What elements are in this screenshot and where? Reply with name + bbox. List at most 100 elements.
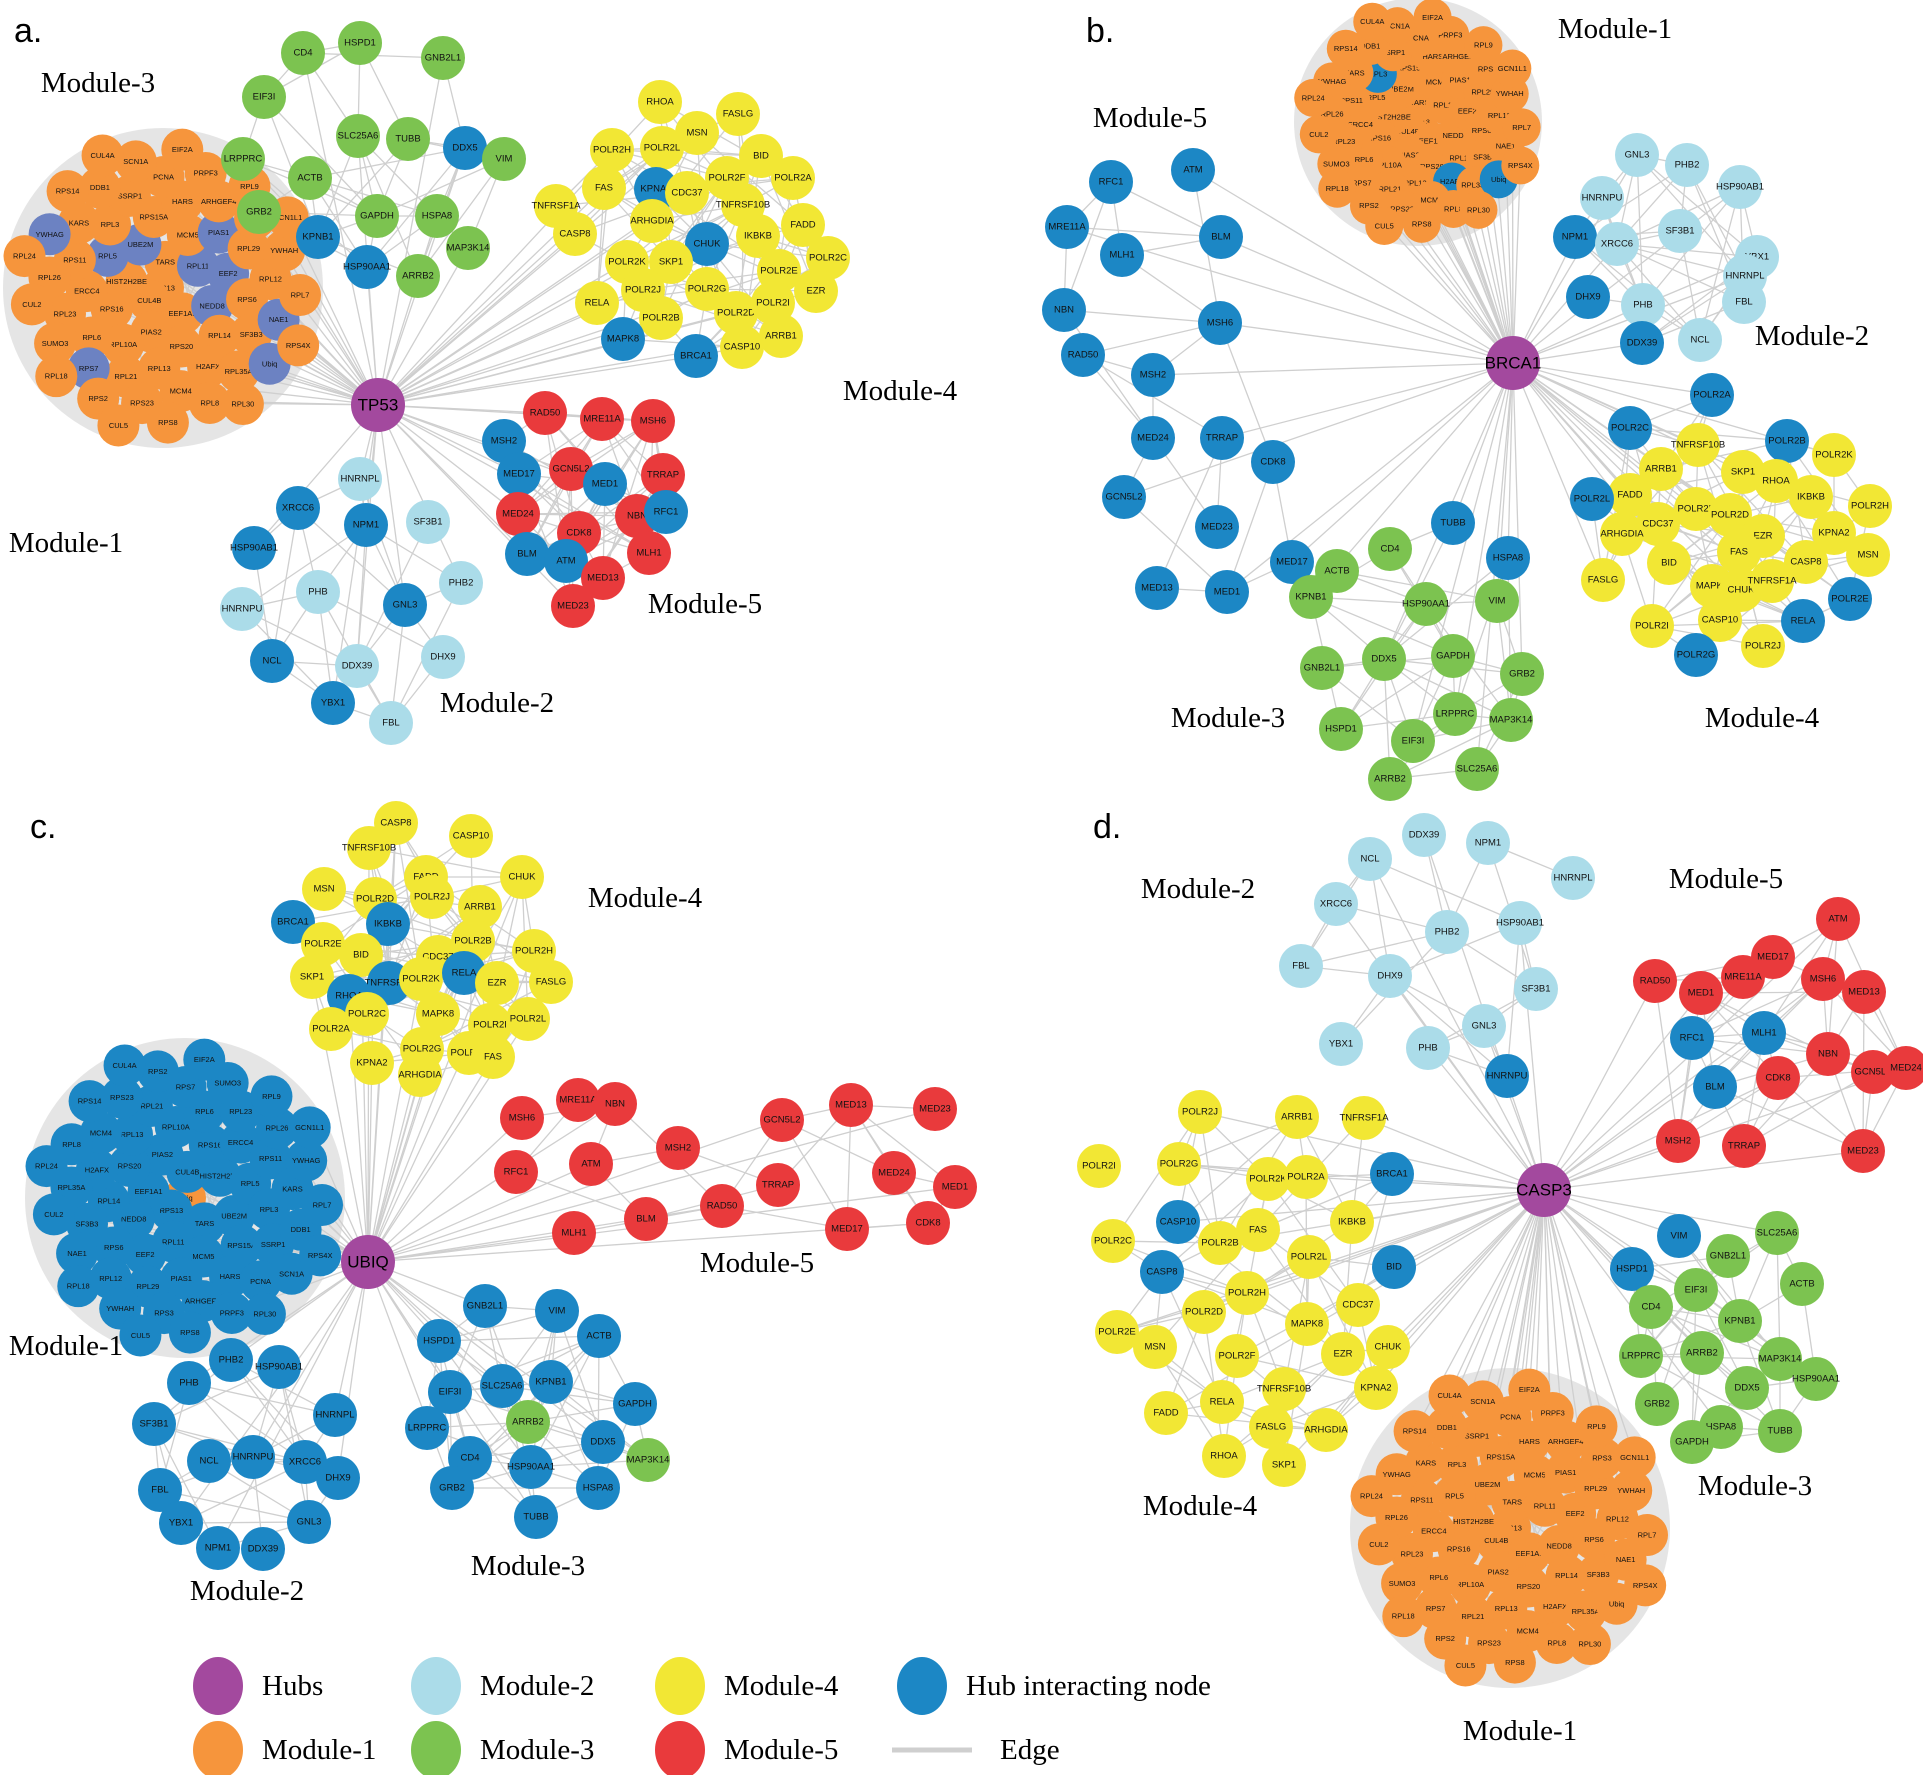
node-RPS4X[interactable]: RPS4X	[1501, 146, 1540, 185]
node-MLH1[interactable]: MLH1	[627, 531, 671, 575]
node-TNFRSF10B[interactable]: TNFRSF10B	[1257, 1367, 1311, 1411]
node-BID[interactable]: BID	[1647, 541, 1691, 585]
node-TRRAP[interactable]: TRRAP	[1722, 1124, 1766, 1168]
node-NCL[interactable]: NCL	[187, 1439, 231, 1483]
node-CASP10[interactable]: CASP10	[720, 325, 764, 369]
node-CD4[interactable]: CD4	[1629, 1285, 1673, 1329]
node-MED23[interactable]: MED23	[1841, 1129, 1885, 1173]
node-POLR2A[interactable]: POLR2A	[1284, 1155, 1328, 1199]
node-EIF2A[interactable]: EIF2A	[161, 128, 204, 171]
node-MED24[interactable]: MED24	[1131, 416, 1175, 460]
node-LRPPRC[interactable]: LRPPRC	[221, 137, 265, 181]
node-POLR2J[interactable]: POLR2J	[410, 875, 454, 919]
hub-node-TP53[interactable]: TP53	[351, 378, 405, 432]
node-MED17[interactable]: MED17	[497, 452, 541, 496]
node-POLR2L[interactable]: POLR2L	[1287, 1235, 1331, 1279]
node-HSPD1[interactable]: HSPD1	[417, 1319, 461, 1363]
node-RFC1[interactable]: RFC1	[644, 490, 688, 534]
node-MED1[interactable]: MED1	[1679, 971, 1723, 1015]
node-GRB2[interactable]: GRB2	[1500, 652, 1544, 696]
node-MLH1[interactable]: MLH1	[1100, 233, 1144, 277]
node-FBL[interactable]: FBL	[369, 701, 413, 745]
node-GNB2L1[interactable]: GNB2L1	[1706, 1234, 1750, 1278]
node-MED1[interactable]: MED1	[583, 462, 627, 506]
node-MED1[interactable]: MED1	[1205, 570, 1249, 614]
node-XRCC6[interactable]: XRCC6	[1314, 882, 1358, 926]
node-POLR2E[interactable]: POLR2E	[1828, 577, 1872, 621]
node-DDX39[interactable]: DDX39	[241, 1527, 285, 1571]
node-VIM[interactable]: VIM	[1657, 1214, 1701, 1258]
node-CHUK[interactable]: CHUK	[1366, 1325, 1410, 1369]
node-RPS14[interactable]: RPS14	[46, 170, 89, 213]
node-PHB[interactable]: PHB	[1406, 1026, 1450, 1070]
node-ATM[interactable]: ATM	[1816, 897, 1860, 941]
node-CUL5[interactable]: CUL5	[1444, 1644, 1487, 1687]
node-MED24[interactable]: MED24	[496, 492, 540, 536]
node-DDX5[interactable]: DDX5	[1362, 637, 1406, 681]
node-EIF3I[interactable]: EIF3I	[1674, 1268, 1718, 1312]
node-RPL7[interactable]: RPL7	[1626, 1514, 1669, 1557]
node-SF3B1[interactable]: SF3B1	[132, 1402, 176, 1446]
node-YBX1[interactable]: YBX1	[311, 681, 355, 725]
node-MSH2[interactable]: MSH2	[656, 1126, 700, 1170]
node-RPL9[interactable]: RPL9	[250, 1075, 293, 1118]
node-NCL[interactable]: NCL	[250, 639, 294, 683]
node-PHB2[interactable]: PHB2	[209, 1338, 253, 1382]
node-FADD[interactable]: FADD	[1144, 1391, 1188, 1435]
node-RPS14[interactable]: RPS14	[1326, 29, 1365, 68]
node-MSN[interactable]: MSN	[302, 867, 346, 911]
node-POLR2H[interactable]: POLR2H	[1848, 484, 1892, 528]
node-FBL[interactable]: FBL	[1722, 280, 1766, 324]
node-FASLG[interactable]: FASLG	[1581, 558, 1625, 602]
node-RPS8[interactable]: RPS8	[1493, 1641, 1536, 1684]
node-ARHGDIA[interactable]: ARHGDIA	[1304, 1408, 1348, 1452]
node-POLR2B[interactable]: POLR2B	[639, 296, 683, 340]
node-ARRB2[interactable]: ARRB2	[1680, 1331, 1724, 1375]
node-ARRB1[interactable]: ARRB1	[1275, 1095, 1319, 1139]
node-EZR[interactable]: EZR	[475, 961, 519, 1005]
node-BLM[interactable]: BLM	[1199, 215, 1243, 259]
node-MLH1[interactable]: MLH1	[552, 1211, 596, 1255]
node-RPL24[interactable]: RPL24	[1350, 1475, 1393, 1518]
node-ATM[interactable]: ATM	[569, 1142, 613, 1186]
node-POLR2A[interactable]: POLR2A	[1690, 373, 1734, 417]
node-BLM[interactable]: BLM	[624, 1197, 668, 1241]
node-POLR2I[interactable]: POLR2I	[1630, 604, 1674, 648]
node-EZR[interactable]: EZR	[1321, 1332, 1365, 1376]
node-SLC25A6[interactable]: SLC25A6	[1455, 747, 1499, 791]
node-MLH1[interactable]: MLH1	[1742, 1011, 1786, 1055]
node-HSPA8[interactable]: HSPA8	[1486, 536, 1530, 580]
node-BID[interactable]: BID	[1372, 1245, 1416, 1289]
node-RPL24[interactable]: RPL24	[25, 1145, 68, 1188]
node-GNL3[interactable]: GNL3	[1615, 133, 1659, 177]
node-SKP1[interactable]: SKP1	[1262, 1443, 1306, 1487]
hub-node-UBIQ[interactable]: UBIQ	[341, 1235, 395, 1289]
node-RPS14[interactable]: RPS14	[68, 1080, 111, 1123]
node-MSH6[interactable]: MSH6	[631, 399, 675, 443]
node-CUL5[interactable]: CUL5	[119, 1314, 162, 1357]
node-POLR2G[interactable]: POLR2G	[1674, 633, 1718, 677]
node-GCN1L1[interactable]: GCN1L1	[288, 1106, 331, 1149]
node-CUL2[interactable]: CUL2	[1299, 115, 1338, 154]
node-PHB2[interactable]: PHB2	[1425, 910, 1469, 954]
node-FAS[interactable]: FAS	[471, 1035, 515, 1079]
node-XRCC6[interactable]: XRCC6	[1595, 222, 1639, 266]
node-NBN[interactable]: NBN	[1042, 288, 1086, 332]
node-KPNA2[interactable]: KPNA2	[350, 1041, 394, 1085]
node-CUL4A[interactable]: CUL4A	[1353, 2, 1392, 41]
node-KPNB1[interactable]: KPNB1	[529, 1360, 573, 1404]
node-POLR2L[interactable]: POLR2L	[640, 126, 684, 170]
node-RPS4X[interactable]: RPS4X	[277, 324, 320, 367]
node-MED17[interactable]: MED17	[825, 1207, 869, 1251]
node-POLR2K[interactable]: POLR2K	[1812, 433, 1856, 477]
node-MSN[interactable]: MSN	[1133, 1325, 1177, 1369]
node-HSP90AB1[interactable]: HSP90AB1	[1716, 165, 1764, 209]
node-PHB[interactable]: PHB	[1621, 283, 1665, 327]
node-HNRNPU[interactable]: HNRNPU	[220, 587, 264, 631]
node-SLC25A6[interactable]: SLC25A6	[480, 1364, 524, 1408]
node-CASP10[interactable]: CASP10	[1156, 1200, 1200, 1244]
node-EIF2A[interactable]: EIF2A	[183, 1038, 226, 1081]
node-FAS[interactable]: FAS	[1236, 1208, 1280, 1252]
node-ARHGDIA[interactable]: ARHGDIA	[1600, 512, 1644, 556]
node-EIF3I[interactable]: EIF3I	[1391, 719, 1435, 763]
